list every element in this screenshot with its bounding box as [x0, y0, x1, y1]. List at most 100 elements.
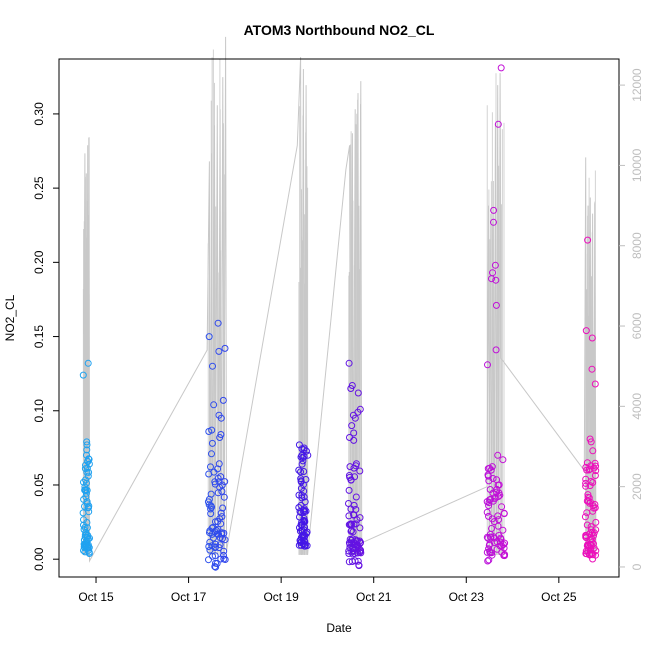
- data-point: [82, 476, 89, 484]
- data-point: [589, 479, 597, 486]
- data-point: [83, 539, 91, 547]
- data-point: [500, 544, 508, 552]
- data-point: [586, 551, 594, 559]
- data-point: [591, 501, 599, 508]
- data-point: [208, 439, 216, 447]
- axes-layer: Oct 15 Oct 17 Oct 19 Oct 21 Oct 23 Oct 25 0.00…: [32, 58, 644, 604]
- data-point: [492, 301, 500, 309]
- data-point: [354, 557, 362, 565]
- data-point: [357, 546, 364, 554]
- data-point: [352, 506, 360, 513]
- x-tick-label: Oct 25: [541, 590, 577, 604]
- y2-tick-label: 6000: [630, 312, 644, 339]
- data-point: [347, 385, 355, 392]
- data-point: [297, 541, 305, 549]
- data-point: [221, 344, 229, 352]
- data-point: [209, 362, 216, 370]
- data-point: [492, 276, 500, 284]
- x-tick-label: Oct 23: [449, 590, 485, 604]
- y-tick-label: 0.30: [32, 102, 46, 126]
- data-point: [497, 64, 505, 72]
- data-point: [354, 389, 362, 397]
- data-point: [81, 486, 89, 494]
- data-point: [84, 359, 92, 367]
- data-point: [215, 460, 223, 468]
- data-point: [488, 275, 495, 283]
- data-point: [210, 468, 218, 476]
- data-point: [485, 477, 493, 485]
- plot-frame: [58, 58, 620, 578]
- data-point: [487, 466, 495, 474]
- data-point: [300, 487, 308, 495]
- data-point: [298, 491, 306, 499]
- data-point: [356, 467, 364, 475]
- data-point: [592, 462, 600, 470]
- data-point: [582, 532, 590, 540]
- data-point: [209, 552, 216, 560]
- data-point: [485, 556, 493, 564]
- data-point: [347, 505, 355, 513]
- y2-tick-label: 0: [630, 563, 644, 570]
- data-point: [304, 451, 312, 459]
- data-point: [207, 510, 215, 518]
- data-point: [212, 563, 220, 571]
- data-point: [485, 541, 493, 549]
- data-point: [497, 535, 505, 543]
- data-point: [216, 434, 224, 441]
- data-point: [297, 539, 304, 546]
- data-point: [297, 475, 305, 483]
- data-point: [80, 478, 87, 486]
- data-point: [218, 513, 226, 521]
- data-point: [217, 509, 225, 517]
- data-point: [488, 463, 496, 471]
- data-point: [483, 508, 491, 516]
- data-point: [498, 503, 506, 511]
- data-point: [587, 438, 595, 446]
- data-point: [214, 474, 222, 482]
- data-point: [495, 516, 503, 524]
- data-point: [83, 486, 91, 494]
- data-point: [352, 493, 360, 501]
- data-point: [302, 447, 310, 455]
- data-point: [494, 512, 502, 520]
- data-point: [484, 557, 492, 565]
- data-point: [219, 504, 227, 512]
- data-point: [85, 468, 93, 476]
- data-point: [297, 468, 304, 476]
- data-point: [486, 496, 494, 504]
- data-point: [588, 365, 596, 373]
- data-point: [592, 467, 600, 475]
- chart-title: ATOM3 Northbound NO2_CL: [244, 22, 435, 38]
- data-point: [213, 527, 220, 535]
- data-point: [587, 523, 595, 531]
- data-point: [586, 499, 594, 507]
- data-point: [495, 481, 503, 489]
- data-point: [583, 550, 591, 558]
- data-point: [345, 486, 353, 494]
- data-point: [217, 414, 225, 422]
- data-point: [352, 460, 360, 468]
- data-points-layer: [79, 64, 600, 571]
- data-point: [493, 545, 501, 553]
- data-point: [218, 487, 226, 495]
- data-point: [497, 538, 505, 546]
- data-point: [206, 546, 214, 554]
- data-point: [300, 453, 308, 461]
- data-point: [348, 422, 356, 430]
- data-point: [345, 359, 353, 367]
- data-point: [501, 539, 509, 547]
- y-tick-label: 0.00: [32, 547, 46, 571]
- data-point: [82, 461, 89, 469]
- data-point: [80, 526, 88, 534]
- data-point: [301, 508, 309, 516]
- data-point: [302, 476, 310, 483]
- data-point: [583, 466, 591, 474]
- data-point: [590, 529, 598, 537]
- data-point: [587, 549, 595, 557]
- data-point: [345, 558, 353, 566]
- data-point: [495, 493, 502, 500]
- data-point: [584, 491, 592, 499]
- data-point: [355, 561, 363, 569]
- data-point: [487, 533, 494, 541]
- data-point: [585, 466, 593, 474]
